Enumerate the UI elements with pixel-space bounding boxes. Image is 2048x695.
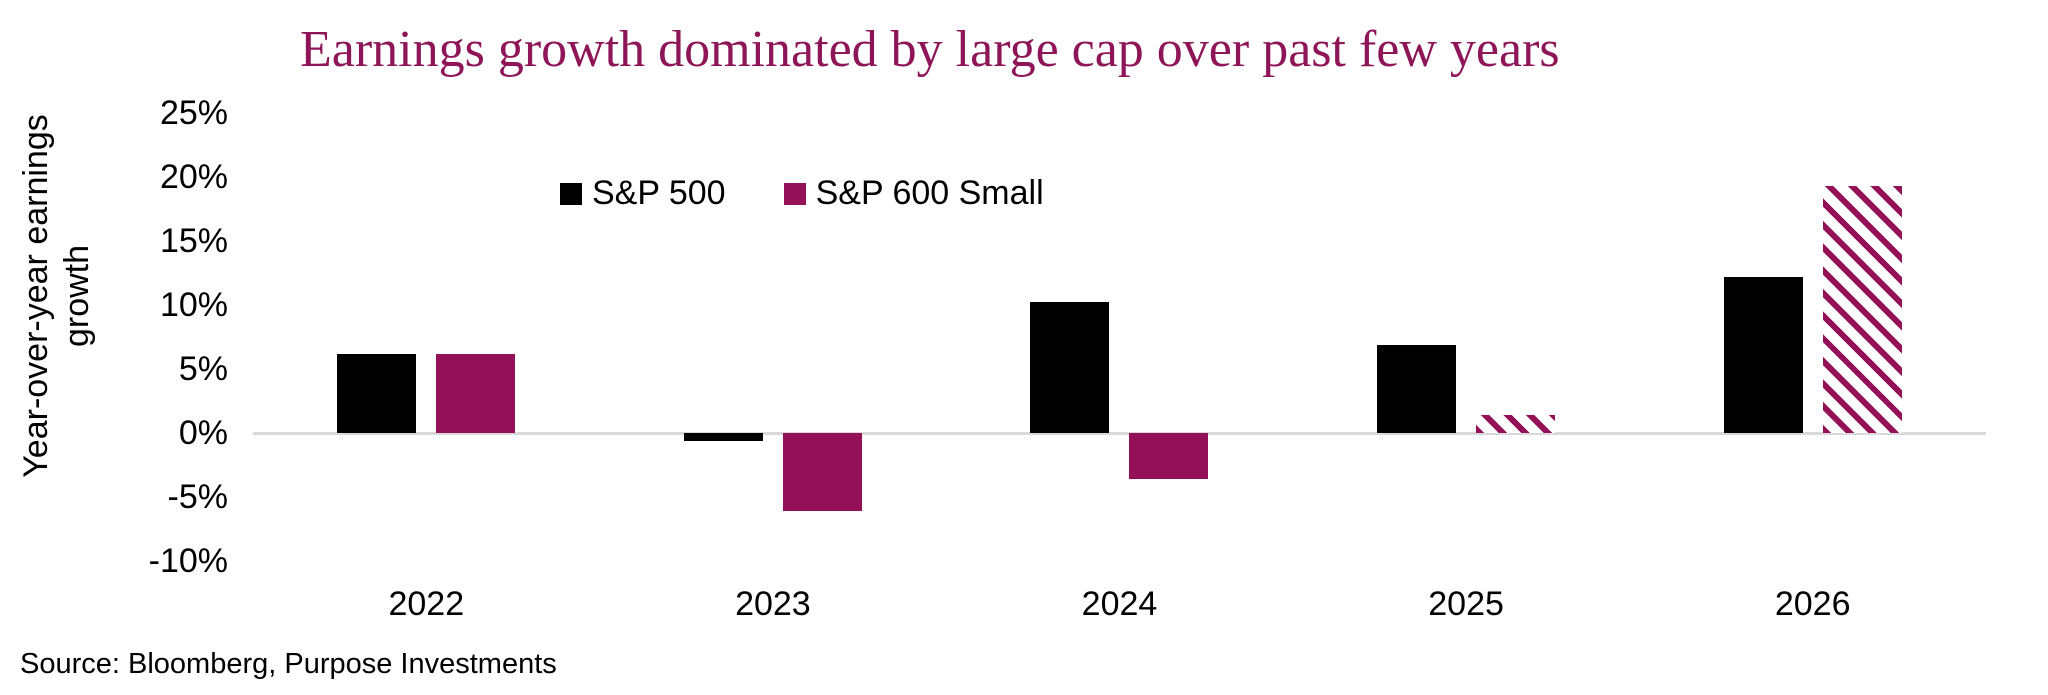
y-tick-label: 0%: [178, 414, 228, 452]
y-tick-label: -10%: [148, 542, 228, 580]
x-axis-label-2022: 2022: [388, 585, 465, 623]
y-tick-label: 20%: [159, 158, 228, 196]
chart-title: Earnings growth dominated by large cap o…: [300, 21, 1560, 78]
bar-s-p-600-small-2024: [1129, 433, 1209, 480]
y-tick-label: 25%: [159, 94, 228, 132]
bar-group-2025: [1293, 113, 1640, 561]
legend-swatch-sp500-icon: [560, 182, 582, 205]
bar-s-p-600-small-2026: [1822, 185, 1902, 433]
y-tick-label: 15%: [159, 222, 228, 260]
source-note: Source: Bloomberg, Purpose Investments: [20, 648, 557, 680]
legend: S&P 500 S&P 600 Small: [560, 174, 1044, 213]
legend-label-sp600-small: S&P 600 Small: [815, 174, 1044, 212]
bar-s-p-500-2026: [1723, 276, 1803, 433]
x-axis-label-2024: 2024: [1081, 585, 1158, 623]
legend-item-sp500: S&P 500: [560, 174, 726, 213]
bar-group-2023: [600, 113, 947, 561]
x-axis-label-2025: 2025: [1428, 585, 1504, 623]
bar-group-2026: [1639, 113, 1986, 561]
x-axis-label-2023: 2023: [735, 585, 811, 623]
bar-pair-2022: [337, 113, 516, 561]
bar-group-2022: [253, 113, 600, 561]
bar-s-p-600-small-2022: [436, 353, 516, 433]
bar-s-p-500-2022: [337, 353, 417, 433]
bar-pair-2025: [1377, 113, 1556, 561]
y-tick-label: 10%: [159, 286, 228, 324]
legend-label-sp500: S&P 500: [592, 174, 726, 212]
plot-area: [253, 113, 1986, 561]
bar-s-p-500-2025: [1377, 344, 1457, 433]
bar-s-p-600-small-2025: [1476, 415, 1556, 433]
bar-group-2024: [946, 113, 1293, 561]
y-tick-label: 5%: [178, 350, 228, 388]
bar-s-p-500-2023: [683, 433, 763, 441]
bar-pair-2024: [1030, 113, 1209, 561]
legend-swatch-sp600-small-icon: [783, 182, 806, 205]
y-tick-label: -5%: [167, 478, 228, 516]
legend-item-sp600-small: S&P 600 Small: [783, 174, 1044, 213]
bar-pair-2026: [1723, 113, 1902, 561]
x-axis-labels: 2022 2023 2024 2025 2026: [253, 585, 1986, 624]
bar-s-p-500-2024: [1030, 302, 1110, 433]
zero-axis-line: [253, 431, 1986, 435]
bar-s-p-600-small-2023: [782, 433, 862, 512]
bar-pair-2023: [683, 113, 862, 561]
x-axis-label-2026: 2026: [1774, 585, 1851, 623]
